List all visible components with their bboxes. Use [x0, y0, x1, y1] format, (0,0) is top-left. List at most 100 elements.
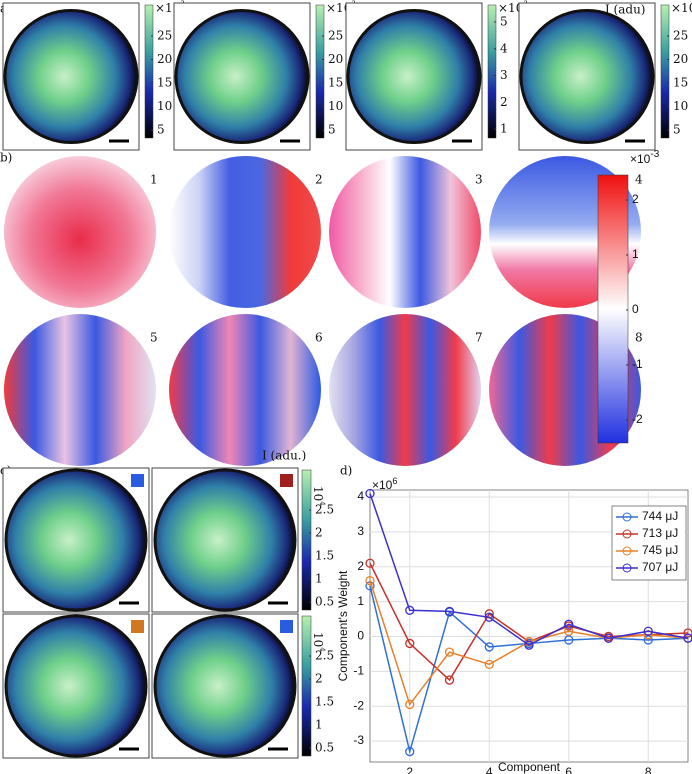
component-number: 7	[475, 331, 483, 345]
colorbar-tick-label: 4	[500, 41, 508, 55]
colorbar-tick-label: 10	[157, 99, 172, 113]
colorbar-tick-label: 1	[315, 718, 323, 732]
beam-image	[174, 9, 310, 144]
component-image	[329, 314, 481, 466]
scale-exp: 4	[318, 501, 326, 506]
data-point	[405, 699, 415, 710]
scale-label: ×10-3	[630, 149, 660, 167]
data-point	[444, 606, 455, 617]
component-image	[4, 314, 156, 466]
scale-exp: -3	[650, 149, 659, 160]
colorbar	[487, 4, 497, 139]
component-number: 8	[635, 331, 643, 345]
data-point	[484, 659, 494, 670]
series-line	[369, 585, 689, 755]
data-point	[444, 675, 455, 685]
colorbar-tick-label: 10	[328, 99, 343, 113]
data-point	[444, 647, 455, 657]
beam-image	[3, 9, 139, 144]
scale-base: 10	[312, 632, 326, 647]
colorbar	[301, 469, 312, 611]
colorbar	[315, 4, 325, 139]
colorbar-tick-label: 20	[328, 52, 343, 66]
colorbar-tick-label: 15	[157, 76, 172, 90]
scale-base: ×10	[671, 1, 692, 15]
colorbar-tick-label: 25	[673, 29, 688, 43]
series-line	[369, 493, 689, 647]
legend-label: 744 μJ	[642, 509, 678, 523]
colorbar-tick-label: 25	[157, 29, 172, 43]
y-tick-label: 1	[357, 594, 364, 608]
colorbar	[301, 615, 312, 757]
legend-label: 745 μJ	[642, 543, 678, 557]
x-tick-label: 2	[406, 765, 413, 774]
data-point	[564, 619, 574, 629]
component-number: 5	[150, 331, 158, 345]
x-tick-label: 4	[486, 765, 493, 774]
component-image	[169, 314, 321, 466]
scale-exp: 4	[318, 647, 326, 652]
colorbar-tick-label: 5	[500, 15, 508, 29]
colorbar-tick-label: 0	[632, 302, 639, 316]
scale-base: ×10	[498, 1, 523, 15]
colorbar-tick-label: 20	[157, 52, 172, 66]
colorbar-tick-label: 2.5	[315, 649, 334, 663]
colorbar-tick-label: 2.5	[315, 503, 334, 517]
scale-label: 104	[312, 632, 327, 652]
y-tick-label: -1	[353, 664, 364, 678]
legend-marker	[622, 563, 632, 573]
colorbar-tick-label: 2	[500, 95, 508, 109]
colorbar-tick-label: 3	[500, 68, 508, 82]
colorbar-tick-label: 5	[673, 123, 681, 137]
colorbar-tick-label: 25	[328, 29, 343, 43]
component-number: 3	[475, 173, 483, 187]
colorbar	[144, 4, 154, 139]
data-point	[365, 488, 375, 499]
data-point	[683, 628, 692, 638]
legend-marker	[622, 546, 632, 556]
colorbar-tick-label: 1	[632, 247, 639, 261]
marker-square	[280, 620, 293, 633]
legend-label: 713 μJ	[642, 526, 678, 540]
colorbar-tick-label: 0.5	[315, 595, 334, 609]
data-point	[405, 638, 415, 649]
colorbar-tick-label: 2	[315, 526, 323, 540]
colorbar-title: I (adu)	[605, 3, 645, 17]
scale-base: ×10	[372, 478, 393, 492]
x-tick-label: 6	[565, 765, 572, 774]
marker-square	[131, 620, 144, 633]
y-tick-label: 2	[357, 559, 364, 573]
data-point	[564, 626, 574, 636]
data-point	[643, 635, 653, 645]
data-point	[643, 626, 653, 636]
scale-base: ×10	[326, 1, 351, 15]
colorbar-tick-label: 2	[315, 672, 323, 686]
x-tick-label: 8	[645, 765, 652, 774]
colorbar-tick-label: 2	[632, 192, 639, 206]
scale-label: 104	[312, 486, 327, 506]
colorbar-tick-label: 1.5	[315, 549, 334, 563]
data-point	[603, 633, 614, 643]
scale-base: ×10	[630, 152, 651, 166]
panel-label: b)	[0, 151, 12, 165]
data-point	[484, 612, 494, 622]
data-point	[484, 642, 494, 652]
colorbar-tick-label: -2	[632, 412, 643, 426]
colorbar-tick-label: -1	[632, 357, 643, 371]
component-number: 2	[315, 173, 323, 187]
data-point	[683, 633, 692, 643]
marker-square	[131, 474, 144, 487]
panel-label: d)	[340, 464, 352, 478]
data-point	[405, 605, 415, 615]
x-axis-label: Component	[498, 760, 561, 774]
colorbar-tick-label: 5	[157, 123, 165, 137]
data-point	[365, 558, 375, 568]
component-image	[4, 156, 156, 308]
scale-label: ×106	[372, 476, 397, 492]
colorbar-tick-label: 5	[328, 123, 336, 137]
colorbar-tick-label: 15	[328, 76, 343, 90]
component-number: 4	[635, 173, 643, 187]
y-tick-label: 4	[357, 489, 364, 503]
beam-image	[519, 9, 655, 144]
